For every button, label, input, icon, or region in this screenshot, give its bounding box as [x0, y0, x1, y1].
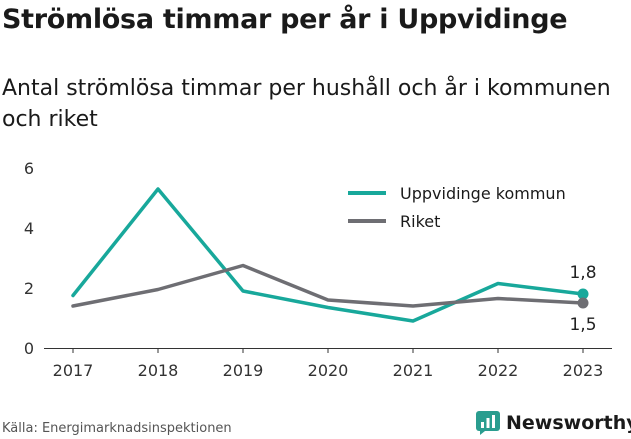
x-tick-label: 2023	[563, 361, 604, 380]
x-axis: 2017 2018 2019 2020 2021 2022 2023	[44, 348, 612, 380]
y-tick-label: 0	[24, 339, 34, 358]
y-tick-label: 2	[24, 279, 34, 298]
legend-box	[342, 176, 604, 234]
x-tick-label: 2017	[53, 361, 94, 380]
end-point-marker	[577, 288, 589, 300]
y-axis: 0 2 4 6	[24, 159, 34, 358]
x-tick-label: 2019	[223, 361, 264, 380]
chart-title: Strömlösa timmar per år i Uppvidinge	[2, 4, 568, 35]
newsworthy-logo-icon	[476, 411, 500, 435]
series-lines	[71, 187, 589, 323]
legend: Uppvidinge kommun Riket	[342, 176, 604, 234]
source-note: Källa: Energimarknadsinspektionen	[2, 421, 232, 436]
x-tick-label: 2018	[138, 361, 179, 380]
y-tick-label: 6	[24, 159, 34, 178]
x-tick-label: 2020	[308, 361, 349, 380]
x-tick-label: 2021	[393, 361, 434, 380]
end-value-label: 1,5	[569, 315, 596, 335]
brand-logo: Newsworthy	[476, 409, 631, 437]
brand-name: Newsworthy	[506, 412, 631, 434]
end-labels: 1,8 1,5	[569, 263, 596, 335]
end-point-marker	[577, 297, 589, 309]
legend-label: Riket	[400, 212, 440, 231]
legend-label: Uppvidinge kommun	[400, 184, 566, 203]
y-tick-label: 4	[24, 219, 34, 238]
end-value-label: 1,8	[569, 263, 596, 283]
chart-subtitle: Antal strömlösa timmar per hushåll och å…	[2, 76, 611, 132]
x-tick-label: 2022	[478, 361, 519, 380]
